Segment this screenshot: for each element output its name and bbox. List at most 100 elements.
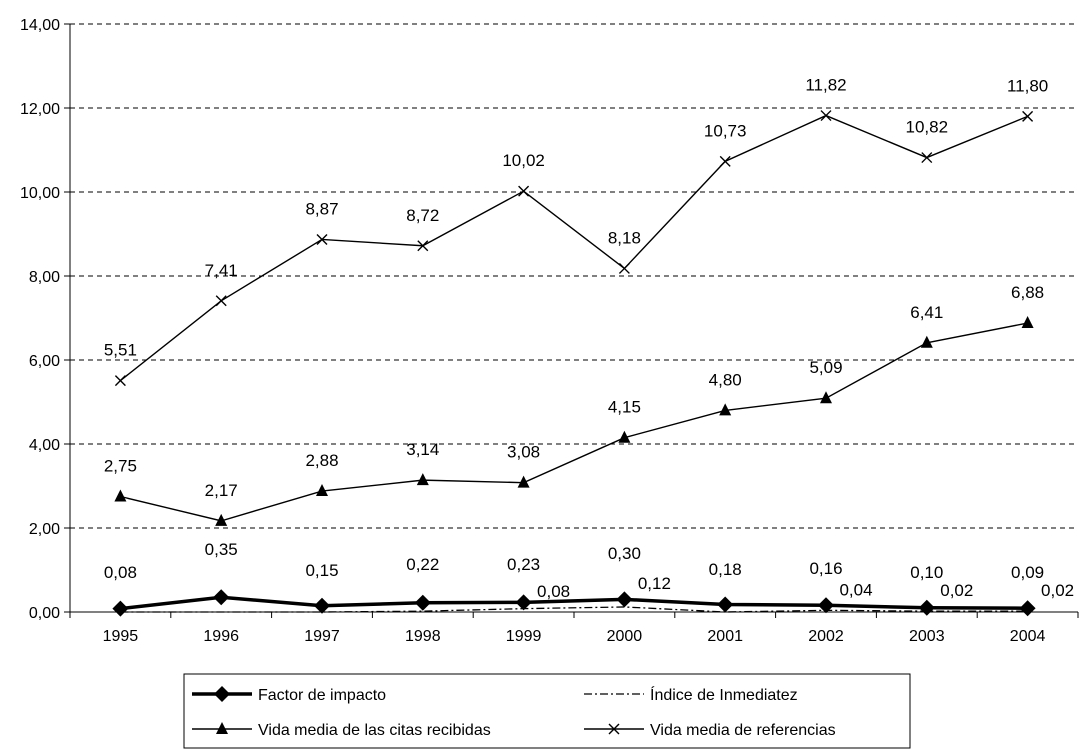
legend-label: Índice de Inmediatez	[650, 685, 798, 704]
x-tick-label: 2003	[909, 628, 945, 645]
data-label: 4,80	[709, 370, 742, 389]
data-point	[114, 375, 126, 387]
legend-label: Factor de impacto	[258, 687, 386, 704]
data-label: 7,41	[205, 261, 238, 280]
legend-marker	[608, 723, 620, 735]
data-point	[616, 591, 633, 608]
x-tick-label: 1995	[103, 628, 139, 645]
y-tick-label: 2,00	[29, 521, 60, 538]
data-point	[1022, 110, 1034, 122]
data-label: 5,09	[809, 358, 842, 377]
data-point	[618, 262, 630, 274]
data-point	[918, 599, 935, 616]
data-point	[1019, 600, 1036, 617]
x-axis-tick-labels: 1995 1996 1997 1998 1999 2000 2001 2002 2003 2004	[103, 628, 1046, 645]
data-point	[316, 484, 328, 497]
data-label: 0,04	[839, 580, 872, 599]
data-label: 0,15	[305, 561, 338, 580]
y-tick-label: 8,00	[29, 269, 60, 286]
legend: Factor de impacto Índice de Inmediatez Vid…	[183, 673, 911, 749]
x-tick-label: 1998	[405, 628, 441, 645]
data-label: 0,12	[638, 574, 671, 593]
data-point	[517, 475, 530, 488]
x-marker-stroke	[316, 233, 328, 245]
x-marker-stroke	[719, 155, 731, 167]
legend-label: Vida media de las citas recibidas	[258, 722, 491, 739]
data-point	[820, 110, 832, 122]
legend-marker	[214, 686, 230, 702]
legend-box	[183, 673, 911, 749]
data-point	[215, 513, 228, 526]
y-tick-label: 12,00	[20, 101, 60, 118]
x-tick-label: 1997	[304, 628, 340, 645]
x-marker-stroke	[618, 262, 630, 274]
data-label: 8,72	[406, 206, 439, 225]
data-label: 11,80	[1007, 76, 1048, 95]
y-axis-tick-labels: 0,00 2,00 4,00 6,00 8,00 10,00 12,00 14,00	[20, 17, 60, 622]
data-point	[717, 596, 734, 613]
data-point	[920, 335, 933, 348]
data-point	[213, 589, 230, 606]
x-tick-label: 2001	[707, 628, 743, 645]
data-label: 8,87	[305, 199, 338, 218]
x-marker-stroke	[215, 295, 227, 307]
data-label: 0,16	[809, 559, 842, 578]
data-label: 3,14	[406, 440, 439, 459]
x-tick-label: 2004	[1010, 628, 1046, 645]
data-label: 0,30	[608, 544, 641, 563]
x-marker-stroke	[921, 152, 933, 164]
data-point	[618, 430, 631, 443]
series-line	[120, 322, 1028, 522]
data-label: 2,75	[104, 457, 137, 476]
x-marker-stroke	[417, 240, 429, 252]
y-tick-label: 0,00	[29, 605, 60, 622]
data-label: 2,17	[205, 481, 238, 500]
data-label: 0,02	[940, 581, 973, 600]
series-lines	[119, 114, 1028, 613]
data-point	[820, 391, 832, 404]
data-point	[114, 489, 127, 502]
series-line	[120, 606, 1028, 613]
data-point	[112, 600, 129, 617]
data-label: 10,73	[704, 121, 747, 140]
data-label: 0,22	[406, 555, 439, 574]
x-tick-label: 2002	[808, 628, 844, 645]
data-point	[314, 597, 330, 614]
x-marker-stroke	[114, 375, 126, 387]
data-point	[416, 473, 429, 486]
data-point	[818, 597, 834, 614]
x-tick-label: 1996	[203, 628, 239, 645]
legend-marker	[216, 722, 228, 734]
data-label: 5,51	[104, 341, 137, 360]
data-label: 0,08	[537, 582, 570, 601]
y-tick-label: 10,00	[20, 185, 60, 202]
data-label: 0,02	[1041, 581, 1074, 600]
data-label: 10,02	[502, 151, 545, 170]
data-label: 10,82	[906, 118, 949, 137]
data-label: 11,82	[805, 76, 846, 95]
x-marker-stroke	[1022, 110, 1034, 122]
data-point	[215, 295, 227, 307]
data-point	[417, 240, 429, 252]
data-label: 3,08	[507, 443, 540, 462]
legend-label: Vida media de referencias	[650, 722, 836, 739]
data-label: 0,10	[910, 563, 943, 582]
data-point	[414, 594, 431, 611]
data-label: 0,08	[104, 563, 137, 582]
series-line	[120, 595, 1028, 611]
x-tick-label: 2000	[607, 628, 643, 645]
gridlines	[70, 23, 1078, 529]
data-point	[719, 403, 732, 416]
data-label: 6,88	[1011, 283, 1044, 302]
data-point	[1021, 316, 1034, 329]
data-point	[316, 233, 328, 245]
series-markers	[112, 110, 1036, 617]
y-tick-label: 6,00	[29, 353, 60, 370]
data-label: 2,88	[305, 451, 338, 470]
data-label: 8,18	[608, 228, 641, 247]
data-labels: 0,08 0,35 0,15 0,22 0,23 0,30 0,18 0,16 0,10 0,09…	[104, 76, 1074, 601]
series-line	[119, 114, 1028, 382]
x-tick-label: 1999	[506, 628, 542, 645]
data-point	[921, 152, 933, 164]
data-point	[518, 185, 530, 197]
